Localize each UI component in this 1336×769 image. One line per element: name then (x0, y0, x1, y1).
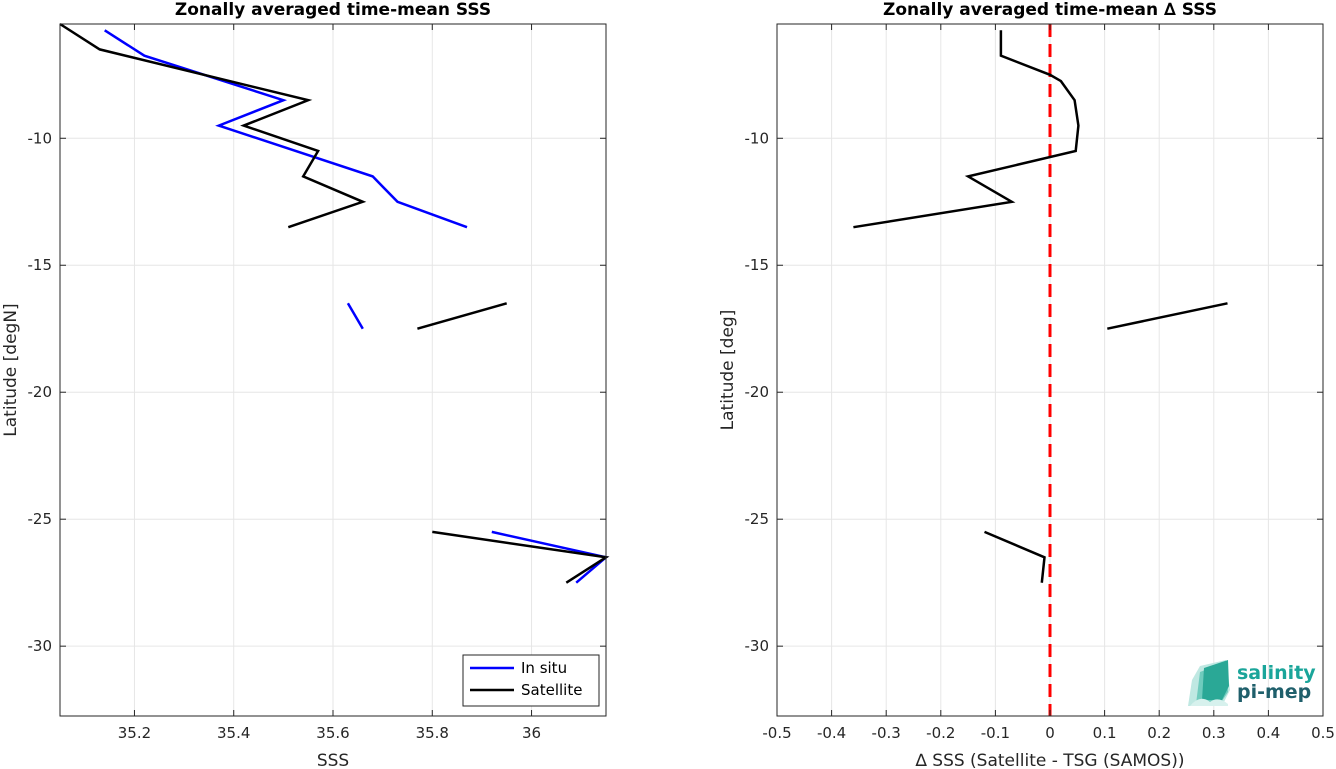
logo-text-salinity: salinity (1237, 662, 1316, 684)
y-tick-label: -15 (28, 256, 53, 274)
right-y-axis-label: Latitude [deg] (718, 310, 738, 431)
right-data-lines (853, 30, 1228, 583)
y-tick-label: -10 (745, 129, 770, 147)
y-tick-label: -10 (28, 129, 53, 147)
x-tick-label: 35.8 (416, 724, 449, 742)
legend-in-situ-label: In situ (521, 659, 567, 677)
y-tick-label: -25 (745, 510, 770, 528)
y-tick-label: -30 (745, 637, 770, 655)
x-tick-label: 36 (522, 724, 541, 742)
series-0-line-segment (984, 530, 1046, 583)
left-chart-title: Zonally averaged time-mean SSS (175, 0, 491, 20)
left-panel: 35.2 35.4 35.6 35.8 36 -30 -25 -20 -15 -10 Zonall… (1, 0, 610, 769)
in-situ-line-segment (104, 29, 468, 229)
left-ticks: 35.2 35.4 35.6 35.8 36 -30 -25 -20 -15 -10 (28, 24, 606, 742)
satellite-line-segment (417, 302, 508, 330)
y-tick-label: -25 (28, 510, 53, 528)
x-tick-label: 35.2 (118, 724, 151, 742)
y-tick-label: -30 (28, 637, 53, 655)
series-0-line-segment (853, 30, 1080, 229)
left-data-lines (59, 22, 610, 584)
right-x-axis-label: ∆ SSS (Satellite - TSG (SAMOS)) (915, 751, 1185, 769)
x-tick-label: 35.4 (217, 724, 250, 742)
logo-text-pi-mep: pi-mep (1237, 681, 1311, 703)
left-x-axis-label: SSS (317, 751, 349, 769)
y-tick-label: -15 (745, 256, 770, 274)
left-grid (60, 24, 606, 716)
series-0-line-segment (1107, 302, 1228, 330)
x-tick-label: 0.4 (1256, 724, 1280, 742)
right-chart-title: Zonally averaged time-mean ∆ SSS (883, 0, 1217, 20)
x-tick-label: 35.6 (316, 724, 349, 742)
right-ticks: -0.5 -0.4 -0.3 -0.2 -0.1 0 0.1 0.2 0.3 0.4 0.5 -30 -… (745, 24, 1335, 742)
x-tick-label: -0.5 (762, 724, 791, 742)
x-tick-label: 0.1 (1093, 724, 1117, 742)
x-tick-label: 0.3 (1202, 724, 1226, 742)
in-situ-line-segment (346, 302, 364, 330)
wave-logo-icon (1188, 660, 1230, 706)
x-tick-label: -0.3 (872, 724, 901, 742)
salinity-pi-mep-logo: salinity pi-mep (1188, 660, 1316, 706)
right-panel: -0.5 -0.4 -0.3 -0.2 -0.1 0 0.1 0.2 0.3 0.4 0.5 -30 -… (718, 0, 1335, 769)
legend: In situ Satellite (462, 654, 600, 707)
legend-box (462, 654, 600, 707)
x-tick-label: -0.4 (817, 724, 846, 742)
y-tick-label: -20 (28, 383, 53, 401)
satellite-line-segment (59, 22, 367, 229)
x-tick-label: -0.1 (981, 724, 1010, 742)
x-tick-label: -0.2 (926, 724, 955, 742)
x-tick-label: 0.2 (1147, 724, 1171, 742)
y-tick-label: -20 (745, 383, 770, 401)
left-y-axis-label: Latitude [degN] (1, 303, 21, 436)
x-tick-label: 0 (1045, 724, 1055, 742)
x-tick-label: 0.5 (1311, 724, 1335, 742)
legend-satellite-label: Satellite (521, 681, 582, 699)
